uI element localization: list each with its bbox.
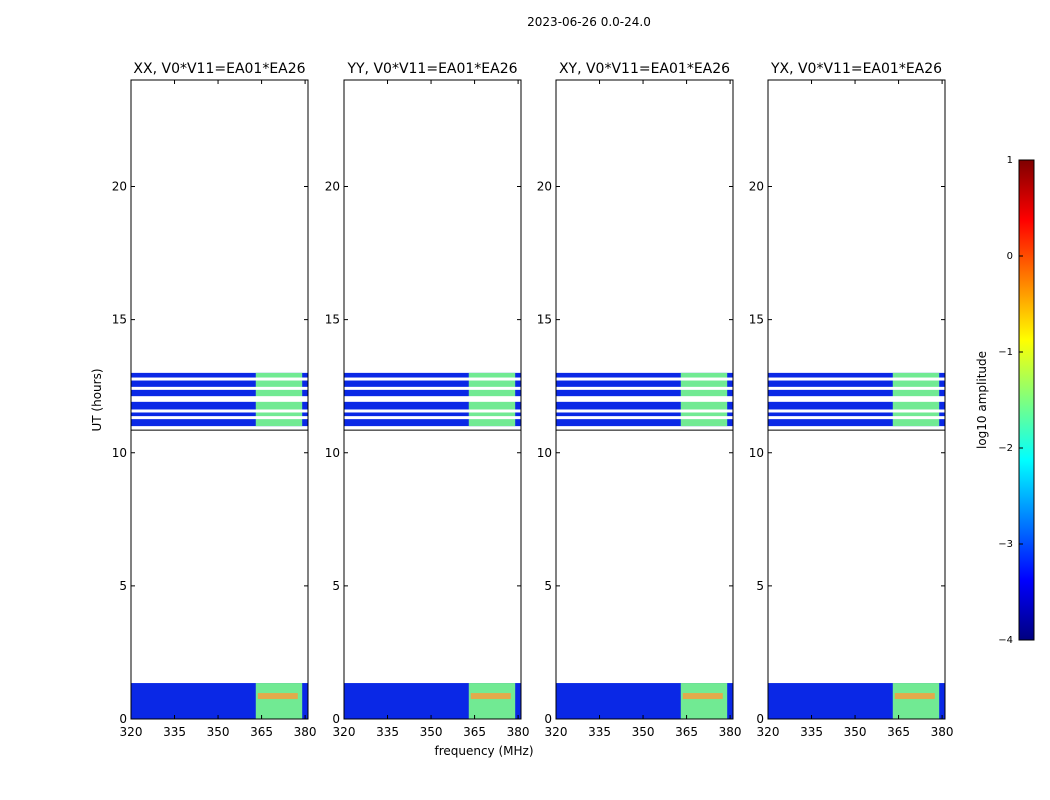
colorbar-tick-label: −2	[998, 443, 1013, 454]
spectrogram-panel: XY, V0*V11=EA01*EA26 320 335 350 365 380 0 5 10 1…	[537, 61, 742, 739]
colorbar-gradient	[1018, 159, 1035, 641]
x-tick-label: 350	[420, 725, 443, 739]
x-tick-label: 365	[675, 725, 698, 739]
x-tick-label: 320	[545, 725, 568, 739]
x-tick-label: 365	[887, 725, 910, 739]
flagged-gap	[556, 409, 733, 413]
spectrogram-panel: YY, V0*V11=EA01*EA26 320 335 350 365 380 0 5 10 1…	[325, 61, 530, 739]
y-tick-label: 0	[119, 712, 127, 726]
x-tick-label: 320	[333, 725, 356, 739]
flagged-gap	[556, 377, 733, 381]
colorbar-tick-label: −4	[998, 635, 1013, 646]
colorbar-tick-label: −1	[998, 347, 1013, 358]
y-tick-label: 20	[537, 180, 552, 194]
y-tick-label: 5	[119, 579, 127, 593]
x-tick-label: 320	[120, 725, 143, 739]
rfi-band	[255, 683, 303, 719]
flagged-gap	[131, 396, 308, 400]
flagged-gap	[344, 398, 521, 402]
x-tick-label: 320	[757, 725, 780, 739]
plot-frame	[767, 79, 946, 720]
flagged-gap	[131, 377, 308, 381]
flagged-gap	[556, 396, 733, 400]
x-tick-label: 335	[376, 725, 399, 739]
y-tick-label: 10	[112, 446, 127, 460]
flagged-gap	[344, 386, 521, 390]
y-tick-label: 0	[756, 712, 764, 726]
y-tick-label: 20	[325, 180, 340, 194]
x-tick-label: 350	[844, 725, 867, 739]
plot-frame	[130, 79, 309, 720]
flagged-gap	[556, 398, 733, 402]
x-tick-label: 380	[294, 725, 317, 739]
figure-suptitle: 2023-06-26 0.0-24.0	[527, 15, 651, 29]
colorbar: 1 0 −1 −2 −3 −4 log10 amplitude	[975, 155, 1035, 646]
hot-spot	[894, 693, 935, 700]
panel-title: XY, V0*V11=EA01*EA26	[559, 61, 730, 77]
colorbar-label: log10 amplitude	[975, 351, 989, 449]
hot-spot	[470, 693, 511, 700]
plot-frame	[343, 79, 522, 720]
y-tick-label: 15	[749, 313, 764, 327]
y-tick-label: 15	[325, 313, 340, 327]
colorbar-tick-label: 0	[1007, 251, 1013, 262]
hot-spot	[682, 693, 723, 700]
x-tick-label: 335	[588, 725, 611, 739]
y-tick-label: 0	[544, 712, 552, 726]
flagged-gap	[344, 409, 521, 413]
y-tick-label: 15	[112, 313, 127, 327]
spectrogram-panel: YX, V0*V11=EA01*EA26 320 335 350 365 380 0 5 10 1…	[749, 61, 954, 739]
x-tick-label: 380	[507, 725, 530, 739]
panel-title: YX, V0*V11=EA01*EA26	[770, 61, 942, 77]
flagged-gap	[344, 416, 521, 420]
y-tick-label: 10	[749, 446, 764, 460]
x-tick-label: 365	[463, 725, 486, 739]
x-tick-label: 335	[800, 725, 823, 739]
x-tick-label: 380	[719, 725, 742, 739]
flagged-gap	[131, 398, 308, 402]
y-tick-label: 20	[749, 180, 764, 194]
x-tick-label: 350	[207, 725, 230, 739]
x-tick-label: 335	[163, 725, 186, 739]
flagged-gap	[131, 409, 308, 413]
flagged-gap	[131, 386, 308, 390]
y-tick-label: 10	[537, 446, 552, 460]
panel-title: XX, V0*V11=EA01*EA26	[133, 61, 305, 77]
rfi-band	[468, 683, 516, 719]
y-tick-label: 5	[544, 579, 552, 593]
y-tick-label: 0	[332, 712, 340, 726]
x-tick-label: 350	[632, 725, 655, 739]
flagged-gap	[131, 416, 308, 420]
flagged-gap	[768, 386, 945, 390]
y-tick-label: 15	[537, 313, 552, 327]
colorbar-tick-label: 1	[1007, 155, 1013, 166]
flagged-gap	[556, 416, 733, 420]
flagged-gap	[768, 377, 945, 381]
flagged-gap	[556, 386, 733, 390]
x-tick-label: 380	[931, 725, 954, 739]
flagged-gap	[768, 409, 945, 413]
y-tick-label: 10	[325, 446, 340, 460]
flagged-gap	[768, 416, 945, 420]
y-tick-label: 20	[112, 180, 127, 194]
flagged-gap	[344, 396, 521, 400]
flagged-gap	[768, 398, 945, 402]
x-tick-label: 365	[250, 725, 273, 739]
y-axis-label: UT (hours)	[90, 368, 104, 431]
plot-frame	[555, 79, 734, 720]
flagged-gap	[768, 396, 945, 400]
rfi-band	[892, 683, 940, 719]
x-axis-label: frequency (MHz)	[434, 744, 533, 758]
y-tick-label: 5	[332, 579, 340, 593]
y-tick-label: 5	[756, 579, 764, 593]
rfi-band	[680, 683, 728, 719]
hot-spot	[257, 693, 298, 700]
spectrogram-panel: XX, V0*V11=EA01*EA26 320 335 350 365 380 0 5 10 1…	[112, 61, 317, 739]
panel-title: YY, V0*V11=EA01*EA26	[346, 61, 517, 77]
flagged-gap	[344, 377, 521, 381]
colorbar-tick-label: −3	[998, 539, 1013, 550]
